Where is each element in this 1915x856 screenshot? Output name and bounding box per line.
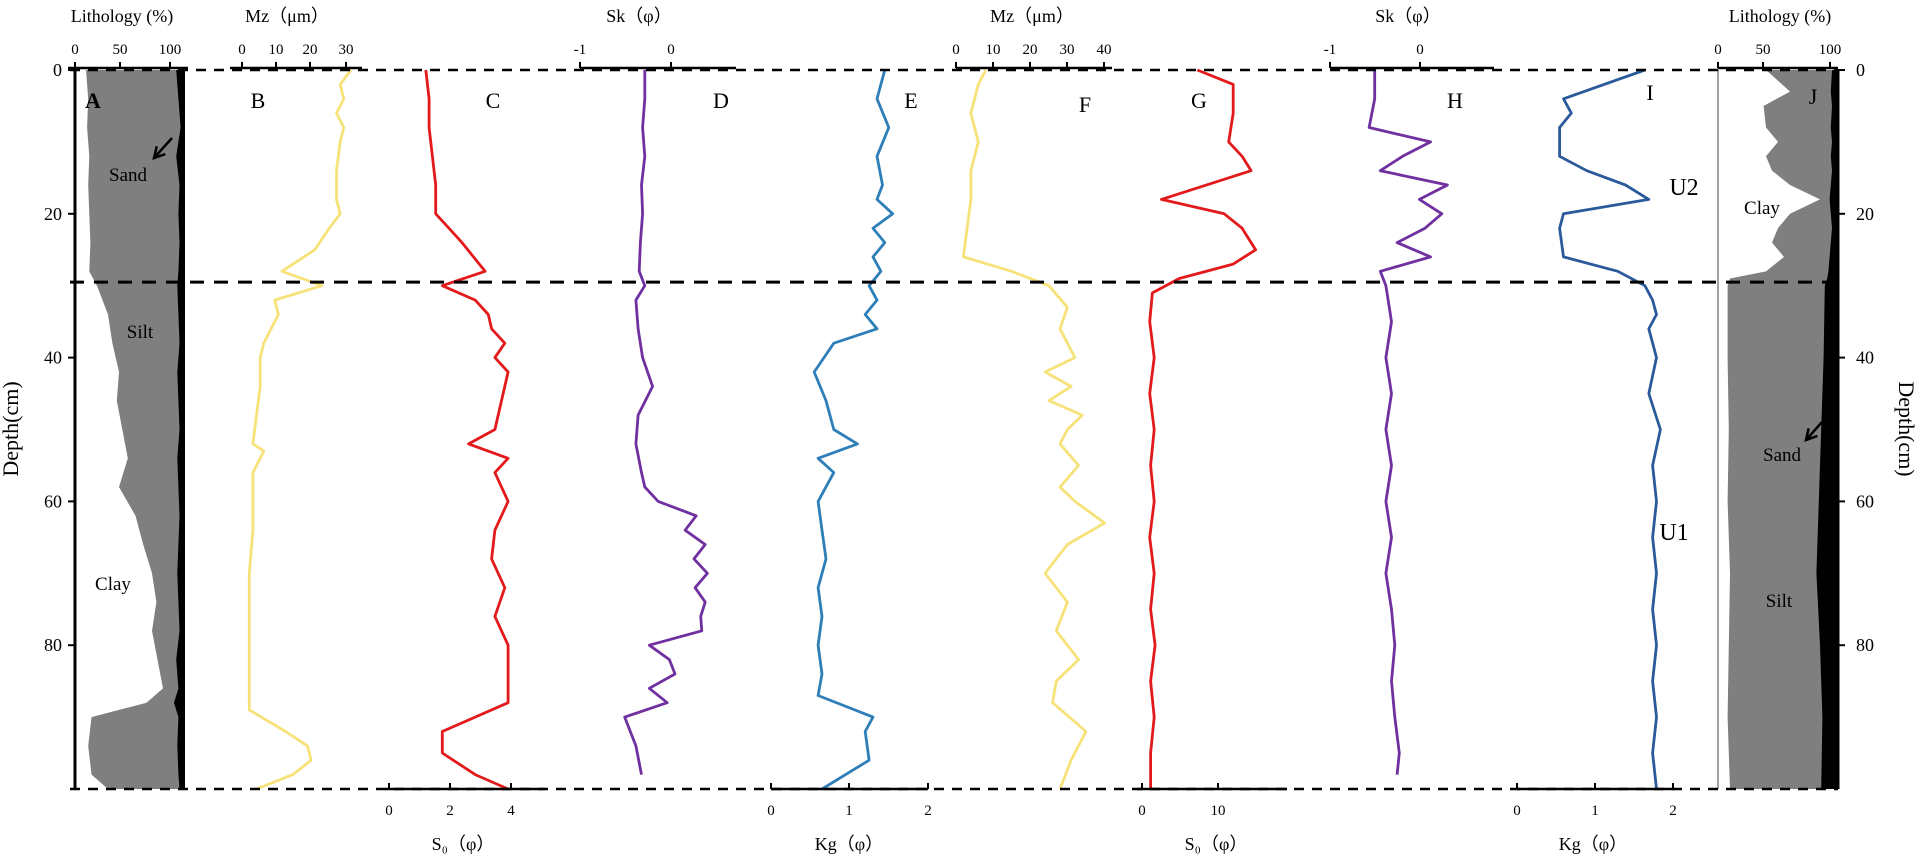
sand-arrow-a-shaft	[153, 137, 173, 159]
axis-title-c: S₀（φ）	[432, 834, 495, 854]
series-line-g	[1148, 68, 1257, 789]
panel-label-f: F	[1079, 92, 1091, 117]
tick-label-f-1: 10	[986, 42, 1001, 58]
depth-tick-label-left-4: 80	[44, 635, 62, 655]
tick-label-e-0: 0	[767, 803, 775, 819]
unit-label-u2: U2	[1669, 175, 1698, 201]
sand-arrow-j-shaft	[1805, 421, 1823, 441]
depth-tick-label-right-1: 20	[1856, 204, 1874, 224]
axis-title-h: Sk（φ）	[1375, 6, 1440, 26]
tick-label-b-0: 0	[238, 42, 246, 58]
tick-label-i-0: 0	[1513, 803, 1521, 819]
lithology-a-label-clay: Clay	[95, 574, 131, 595]
tick-label-a-2: 100	[159, 42, 182, 58]
lithology-a-label-sand: Sand	[109, 165, 148, 186]
tick-label-c-1: 2	[446, 803, 454, 819]
tick-label-a-1: 50	[113, 42, 128, 58]
tick-label-j-0: 0	[1714, 42, 1722, 58]
series-line-h	[1367, 70, 1449, 775]
tick-label-b-2: 20	[303, 42, 318, 58]
depth-tick-label-right-0: 0	[1856, 60, 1865, 80]
lithology-j-label-silt: Silt	[1766, 591, 1793, 612]
series-line-i	[1558, 68, 1662, 790]
unit-label-u1: U1	[1659, 520, 1688, 546]
panel-label-e: E	[904, 88, 917, 113]
panel-label-j: J	[1809, 84, 1818, 109]
tick-label-i-2: 2	[1669, 803, 1677, 819]
tick-label-d-0: -1	[574, 42, 587, 58]
tick-label-f-0: 0	[952, 42, 960, 58]
lithology-a-sand-area	[174, 70, 185, 789]
tick-label-h-0: -1	[1324, 42, 1337, 58]
tick-label-g-0: 0	[1138, 803, 1146, 819]
lithology-a-label-silt: Silt	[127, 322, 154, 343]
tick-label-f-3: 30	[1060, 42, 1075, 58]
tick-label-c-0: 0	[385, 803, 393, 819]
axis-title-f: Mz（μm）	[990, 6, 1074, 26]
panel-label-i: I	[1646, 80, 1653, 105]
lithology-j-label-sand: Sand	[1763, 445, 1802, 466]
depth-axis-title-left: Depth(cm)	[0, 381, 23, 476]
axis-title-d: Sk（φ）	[606, 6, 671, 26]
depth-tick-label-right-4: 80	[1856, 635, 1874, 655]
panel-label-b: B	[251, 88, 266, 113]
series-line-f	[962, 69, 1106, 790]
sand-arrow-a-head	[152, 146, 166, 160]
tick-label-g-1: 10	[1211, 803, 1226, 819]
series-line-e	[812, 69, 895, 791]
axis-title-g: S₀（φ）	[1185, 834, 1248, 854]
tick-label-d-1: 0	[667, 42, 675, 58]
tick-label-f-2: 20	[1023, 42, 1038, 58]
sand-arrow-j-head	[1804, 428, 1818, 442]
tick-label-b-1: 10	[269, 42, 284, 58]
depth-tick-label-left-1: 20	[44, 204, 62, 224]
lithology-j-clay-area	[1718, 70, 1820, 789]
tick-label-i-1: 1	[1591, 803, 1599, 819]
axis-title-e: Kg（φ）	[815, 834, 883, 854]
panel-label-a: A	[85, 88, 101, 113]
series-line-d	[623, 70, 709, 775]
depth-tick-label-right-3: 60	[1856, 491, 1874, 511]
panel-label-d: D	[713, 88, 729, 113]
axis-title-b: Mz（μm）	[245, 6, 329, 26]
depth-tick-label-left-0: 0	[53, 60, 62, 80]
depth-tick-label-left-3: 60	[44, 491, 62, 511]
series-line-b	[247, 69, 353, 791]
panel-label-h: H	[1447, 88, 1463, 113]
depth-axis-title-right: Depth(cm)	[1894, 381, 1915, 476]
tick-label-h-1: 0	[1416, 42, 1424, 58]
lithology-a-clay-area	[75, 70, 163, 789]
tick-label-e-2: 2	[924, 803, 932, 819]
lithology-j-label-clay: Clay	[1744, 198, 1780, 219]
series-line-c	[424, 69, 510, 791]
axis-title-a: Lithology (%)	[71, 6, 173, 27]
tick-label-c-2: 4	[507, 803, 515, 819]
panel-label-g: G	[1191, 88, 1207, 113]
axis-title-i: Kg（φ）	[1559, 834, 1627, 854]
axis-title-j: Lithology (%)	[1729, 6, 1831, 27]
panel-label-c: C	[486, 88, 501, 113]
tick-label-a-0: 0	[71, 42, 79, 58]
depth-tick-label-left-2: 40	[44, 348, 62, 368]
tick-label-f-4: 40	[1097, 42, 1112, 58]
lithology-j-sand-area	[1816, 70, 1838, 789]
tick-label-j-2: 100	[1819, 42, 1842, 58]
tick-label-j-1: 50	[1756, 42, 1771, 58]
tick-label-e-1: 1	[845, 803, 853, 819]
tick-label-b-3: 30	[339, 42, 354, 58]
depth-tick-label-right-2: 40	[1856, 348, 1874, 368]
